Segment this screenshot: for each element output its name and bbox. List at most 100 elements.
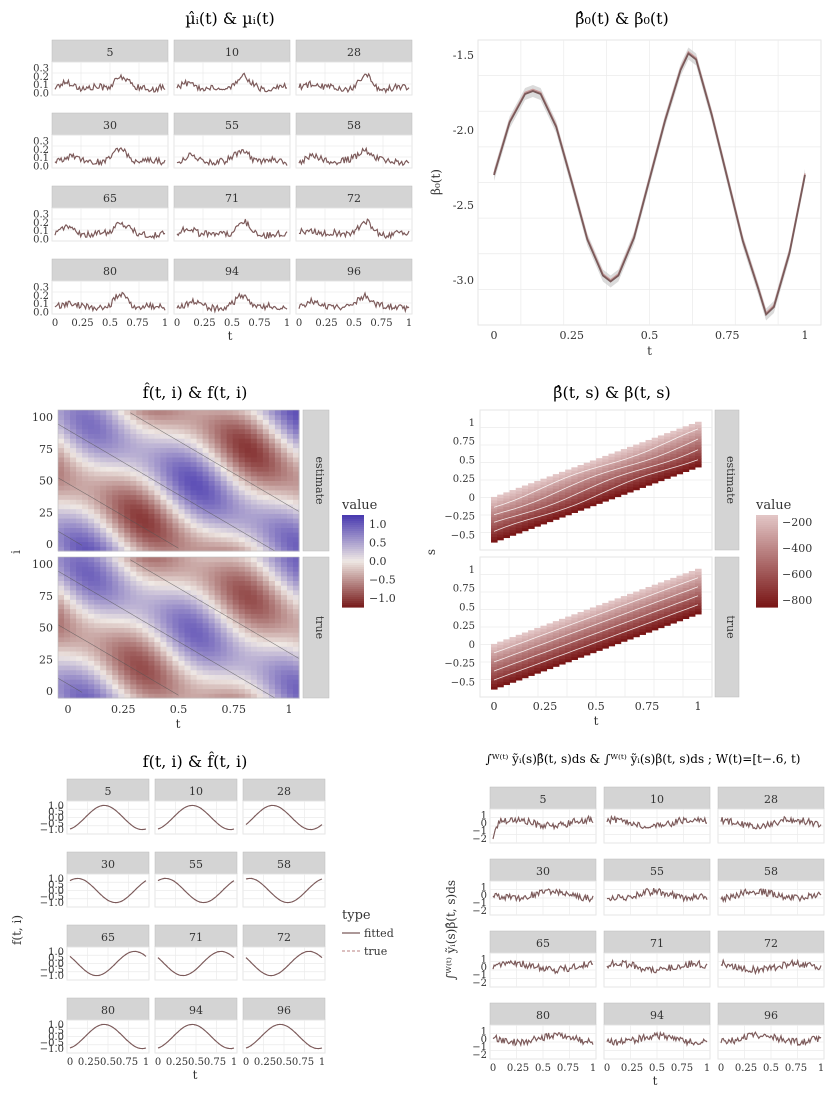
- f-heat-tile: [256, 428, 264, 434]
- f_lines-xtick-label: 0.75: [292, 1057, 314, 1068]
- f-heat-tile: [196, 561, 204, 567]
- integral-strip-label: 10: [650, 793, 664, 806]
- f-heat-tile: [64, 513, 71, 519]
- beta-heat-tile: [577, 507, 585, 511]
- f-heat-tile: [274, 457, 282, 463]
- beta-heat-tile: [657, 610, 665, 615]
- f-heat-tile: [220, 480, 228, 486]
- f-heat-tile: [214, 665, 222, 671]
- f-heat-tile: [232, 419, 240, 425]
- f-heat-tile: [148, 471, 155, 477]
- f-heat-tile: [184, 618, 192, 624]
- beta-heat-tile: [664, 599, 671, 604]
- f-heat-tile: [64, 522, 71, 528]
- f-heat-tile: [142, 410, 149, 416]
- f-heat-tile: [166, 660, 173, 666]
- f-heat-tile: [100, 589, 107, 596]
- beta-heat-legend-label: −400: [782, 542, 812, 555]
- f-heat-tile: [130, 589, 137, 596]
- f-heat-tile: [154, 557, 161, 563]
- f-heat-tile: [148, 494, 155, 500]
- f-heat-tile: [214, 532, 222, 538]
- beta-heat-tile: [695, 577, 702, 581]
- f-heat-tile: [58, 475, 65, 481]
- f-heat-tile: [238, 508, 246, 514]
- f-heat-tile: [100, 627, 107, 633]
- f-heat-tile: [232, 442, 240, 449]
- beta-heat-tiles: [491, 421, 702, 543]
- f-heat-tile: [292, 410, 300, 416]
- f-heat-tile: [76, 489, 83, 496]
- f-heat-tile: [94, 585, 101, 591]
- beta-heat-tile: [670, 461, 677, 466]
- f-heat-tile: [184, 660, 192, 666]
- f-heat-tile: [64, 594, 71, 600]
- f-heat-tile: [274, 571, 282, 577]
- f-heat-tile: [124, 536, 131, 543]
- f-heat-tile: [124, 575, 131, 581]
- beta-heat-tile: [577, 498, 585, 503]
- beta-heat-tile: [676, 589, 684, 594]
- f-heat-tile: [106, 665, 113, 671]
- f-heat-tile: [142, 532, 149, 538]
- f-heat-tile: [124, 447, 131, 453]
- f-heat-tile: [154, 504, 161, 510]
- f-heat-tile: [184, 622, 192, 628]
- f-heat-legend-label: −1.0: [369, 592, 396, 605]
- f-heat-tile: [286, 466, 294, 472]
- beta-heat-tile: [651, 454, 659, 459]
- f-heat-tile: [226, 627, 234, 633]
- beta-heat-tile: [651, 451, 659, 456]
- integral-series-estimate: [720, 815, 822, 830]
- beta0-ytick-label: -3.0: [453, 274, 474, 287]
- f-heat-tile: [190, 651, 198, 657]
- beta-heat-tile: [596, 633, 603, 637]
- f-heat-tile: [226, 541, 234, 547]
- f-heat-tile: [292, 513, 300, 519]
- beta-heat-tile: [602, 467, 609, 471]
- f-heat-tile: [148, 636, 155, 643]
- beta-heat-tile: [589, 618, 597, 623]
- beta-heat-tile: [559, 658, 566, 662]
- f-heat-tile: [184, 471, 192, 477]
- f-heat-tile: [94, 541, 101, 547]
- f-heat-tile: [124, 527, 131, 533]
- beta-heat-tile: [491, 508, 498, 512]
- mu-ytick-label: 0.2: [33, 72, 49, 83]
- f-heat-tile: [178, 513, 186, 519]
- f-heat-tile: [196, 589, 204, 596]
- beta-heat-tile: [497, 681, 504, 685]
- f-heat-tile: [130, 646, 137, 652]
- f-heat-tile: [112, 669, 119, 675]
- beta-heat-tile: [633, 599, 640, 604]
- f-heat-tile: [160, 513, 167, 519]
- beta-heat-tile: [670, 577, 677, 582]
- integral-ytick-label: −2: [472, 834, 487, 845]
- beta-heat-tile: [664, 438, 671, 443]
- beta-heat-tile: [571, 478, 578, 482]
- f-heat-tile: [214, 508, 222, 514]
- beta-heat-tile: [503, 670, 510, 674]
- f-heat-tile: [112, 561, 119, 567]
- f-heat-tile: [112, 646, 119, 652]
- beta-heat-ytick-label: 0.5: [459, 455, 475, 466]
- f-heat-tile: [64, 693, 71, 699]
- f_lines-xtick-label: 0.5: [188, 1057, 204, 1068]
- f-heat-tile: [184, 589, 192, 596]
- f-heat-tile: [244, 646, 252, 652]
- beta-heat-tile: [509, 676, 517, 680]
- f-heat-tile: [274, 419, 282, 425]
- f-heat-tile: [124, 485, 131, 491]
- f-heat-tile: [280, 489, 288, 496]
- f-heat-tile: [160, 504, 167, 510]
- beta-heat-tile: [602, 472, 609, 477]
- f-heat-tile: [172, 561, 179, 567]
- f-heat-tile: [106, 457, 113, 463]
- beta-heat-tile: [664, 622, 671, 626]
- integral-series-estimate: [606, 1030, 708, 1047]
- f-heat-tile: [88, 683, 95, 690]
- f-heat-tile: [178, 599, 186, 605]
- f-heat-tile: [88, 527, 95, 533]
- f-heat-tile: [64, 632, 71, 638]
- f-heat-tile: [226, 679, 234, 685]
